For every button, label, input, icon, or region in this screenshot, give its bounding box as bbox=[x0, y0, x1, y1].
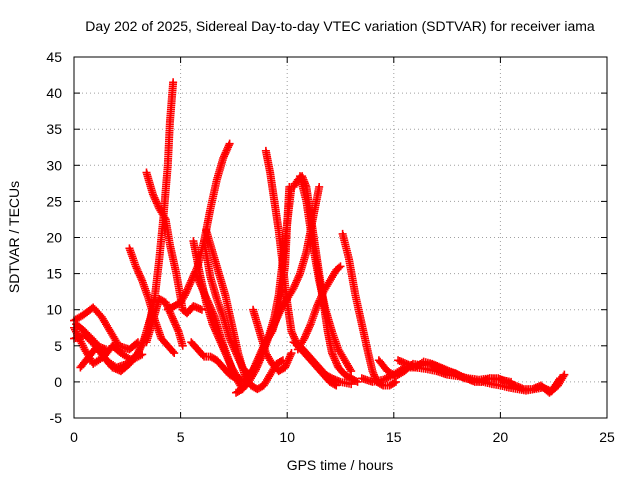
y-tick-label: 20 bbox=[46, 230, 62, 246]
y-axis-label: SDTVAR / TECUs bbox=[6, 181, 22, 293]
y-tick-label: -5 bbox=[50, 410, 63, 426]
x-tick-label: 0 bbox=[70, 429, 78, 445]
y-tick-label: 45 bbox=[46, 49, 62, 65]
x-tick-label: 5 bbox=[177, 429, 185, 445]
series-track-25 bbox=[394, 356, 565, 396]
series-track-20 bbox=[293, 262, 345, 354]
x-axis-label: GPS time / hours bbox=[287, 457, 394, 473]
data-point-marker bbox=[347, 380, 356, 389]
data-point-marker bbox=[225, 139, 234, 148]
y-tick-label: 10 bbox=[46, 302, 62, 318]
series-track-19 bbox=[295, 172, 356, 376]
data-point-marker bbox=[336, 262, 345, 271]
data-point-marker bbox=[170, 349, 179, 358]
data-point-marker bbox=[133, 349, 142, 358]
y-tick-label: 40 bbox=[46, 85, 62, 101]
data-point-marker bbox=[277, 357, 286, 366]
data-point-marker bbox=[315, 182, 324, 191]
y-tick-label: 0 bbox=[54, 374, 62, 390]
data-point-marker bbox=[287, 349, 296, 358]
series-track-5 bbox=[76, 341, 110, 372]
y-tick-label: 15 bbox=[46, 266, 62, 282]
y-axis-ticks: -5 0 5 10 15 20 25 30 35 40 45 bbox=[46, 49, 607, 426]
data-point-marker bbox=[379, 375, 388, 384]
data-points bbox=[70, 78, 569, 397]
y-tick-label: 5 bbox=[54, 338, 62, 354]
series-track-7 bbox=[142, 168, 206, 318]
data-point-marker bbox=[560, 370, 569, 379]
data-point-marker bbox=[390, 378, 399, 387]
data-point-marker bbox=[351, 376, 360, 385]
series-track-8 bbox=[125, 244, 179, 358]
x-axis-ticks: 0 5 10 15 20 25 bbox=[70, 57, 615, 445]
data-point-marker bbox=[137, 341, 146, 350]
y-tick-label: 30 bbox=[46, 157, 62, 173]
data-point-marker bbox=[380, 374, 389, 383]
x-tick-label: 20 bbox=[493, 429, 509, 445]
data-point-marker bbox=[382, 374, 391, 383]
series-track-11 bbox=[191, 269, 238, 379]
data-point-marker bbox=[335, 263, 344, 272]
data-point-marker bbox=[160, 213, 169, 222]
y-tick-label: 25 bbox=[46, 193, 62, 209]
data-point-marker bbox=[250, 368, 259, 377]
data-point-marker bbox=[135, 345, 144, 354]
series-track-13 bbox=[202, 226, 287, 394]
data-point-marker bbox=[136, 343, 145, 352]
data-point-marker bbox=[556, 374, 565, 383]
series-track-6 bbox=[142, 294, 187, 350]
data-point-marker bbox=[178, 341, 187, 350]
series-track-2 bbox=[70, 78, 178, 372]
series-track-16 bbox=[249, 305, 296, 376]
y-tick-label: 35 bbox=[46, 121, 62, 137]
x-tick-label: 15 bbox=[386, 429, 402, 445]
data-point-marker bbox=[353, 377, 362, 386]
data-point-marker bbox=[138, 339, 147, 348]
data-point-marker bbox=[332, 381, 341, 390]
data-point-marker bbox=[168, 347, 177, 356]
data-point-marker bbox=[299, 336, 308, 345]
x-tick-label: 10 bbox=[279, 429, 295, 445]
series-track-21 bbox=[289, 338, 356, 389]
series-track-22 bbox=[338, 229, 400, 390]
data-point-marker bbox=[101, 345, 110, 354]
data-point-marker bbox=[134, 347, 143, 356]
grid-lines bbox=[74, 57, 607, 418]
data-point-marker bbox=[347, 367, 356, 376]
x-tick-label: 25 bbox=[599, 429, 615, 445]
chart-title: Day 202 of 2025, Sidereal Day-to-day VTE… bbox=[85, 18, 595, 34]
data-point-marker bbox=[288, 285, 297, 294]
series-track-14 bbox=[187, 338, 247, 394]
data-point-marker bbox=[555, 375, 564, 384]
data-point-marker bbox=[169, 78, 178, 87]
data-point-marker bbox=[179, 293, 188, 302]
data-point-marker bbox=[346, 365, 355, 374]
